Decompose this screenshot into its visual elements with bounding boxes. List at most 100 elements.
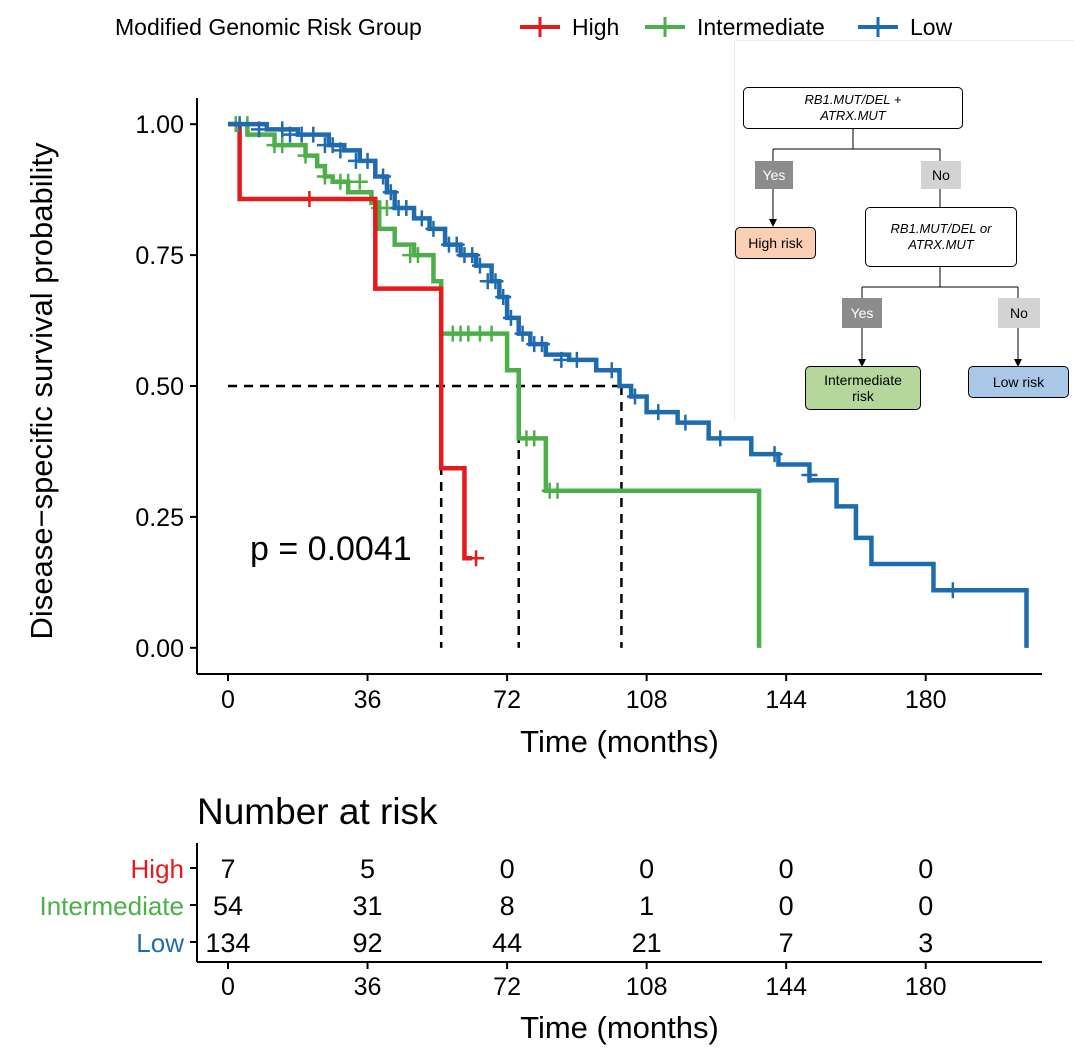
risk-x-tick-label: 36	[354, 973, 382, 1001]
km-curve-high	[228, 121, 473, 561]
y-tick-label: 0.50	[135, 373, 184, 401]
censor-mark-low	[944, 582, 961, 599]
censor-mark-low	[471, 257, 488, 274]
legend-label-low: Low	[910, 14, 953, 40]
risk-count-low: 92	[353, 928, 383, 958]
censor-mark-intermediate	[297, 147, 314, 164]
censor-mark-low	[382, 184, 399, 201]
censor-mark-intermediate	[526, 430, 543, 447]
risk-count-intermediate: 0	[779, 891, 794, 921]
risk-count-low: 134	[205, 928, 250, 958]
censor-mark-low	[801, 467, 818, 484]
y-tick-label: 1.00	[135, 111, 184, 139]
legend-label-high: High	[572, 14, 619, 40]
risk-row-label-low: Low	[136, 928, 184, 958]
censor-mark-low	[251, 121, 268, 138]
censor-mark-low	[332, 142, 349, 159]
y-tick-label: 0.25	[135, 504, 184, 532]
legend-label-intermediate: Intermediate	[697, 14, 825, 40]
censor-mark-low	[553, 351, 570, 368]
tree-yes2-tag: Yes	[842, 298, 882, 328]
censor-mark-low	[677, 414, 694, 431]
risk-count-high: 5	[360, 854, 375, 884]
risk-row-label-intermediate: Intermediate	[39, 891, 184, 921]
censor-mark-low	[650, 404, 667, 421]
risk-count-low: 3	[918, 928, 933, 958]
censor-mark-intermediate	[483, 325, 500, 342]
km-curve-intermediate	[228, 121, 762, 648]
censor-mark-low	[712, 430, 729, 447]
tree-yes-tag: Yes	[755, 161, 793, 189]
risk-x-tick-label: 144	[765, 973, 807, 1001]
tree-root-node: RB1.MUT/DEL + ATRX.MUT	[743, 87, 963, 129]
risk-count-high: 0	[639, 854, 654, 884]
tree-no2-tag: No	[998, 298, 1040, 328]
x-tick-label: 180	[905, 686, 947, 714]
censor-mark-high	[468, 550, 485, 567]
censor-mark-low	[514, 325, 531, 342]
risk-count-intermediate: 54	[213, 891, 243, 921]
tree-intermediate-node: Intermediate risk	[805, 366, 921, 410]
decision-tree: RB1.MUT/DEL + ATRX.MUT Yes No High risk …	[734, 40, 1074, 421]
risk-count-high: 0	[918, 854, 933, 884]
y-axis-title: Disease−specific survival probability	[24, 142, 59, 640]
x-tick-label: 36	[354, 686, 382, 714]
censor-mark-low	[375, 168, 392, 185]
risk-count-high: 7	[220, 854, 235, 884]
censor-mark-intermediate	[351, 173, 368, 190]
censor-mark-low	[359, 152, 376, 169]
x-axis-title: Time (months)	[520, 724, 719, 759]
legend-title: Modified Genomic Risk Group	[115, 14, 422, 40]
risk-x-tick-label: 72	[493, 973, 521, 1001]
risk-row-label-high: High	[131, 854, 184, 884]
censor-mark-low	[766, 446, 783, 463]
y-tick-label: 0.00	[135, 635, 184, 663]
censor-mark-low	[627, 388, 644, 405]
censor-mark-intermediate	[274, 137, 291, 154]
x-tick-label: 0	[221, 686, 235, 714]
risk-count-low: 21	[632, 928, 662, 958]
risk-table-title: Number at risk	[197, 791, 438, 832]
tree-second-node: RB1.MUT/DEL or ATRX.MUT	[865, 207, 1017, 267]
censor-mark-low	[603, 362, 620, 379]
tree-connectors	[769, 129, 1022, 367]
risk-count-intermediate: 0	[918, 891, 933, 921]
censor-mark-high	[301, 191, 318, 208]
tree-low-risk-node: Low risk	[968, 366, 1069, 398]
censor-mark-low	[231, 116, 248, 133]
censor-mark-low	[464, 247, 481, 264]
risk-x-tick-label: 108	[626, 973, 668, 1001]
x-tick-label: 108	[626, 686, 668, 714]
risk-count-low: 44	[492, 928, 522, 958]
censor-mark-low	[305, 126, 322, 143]
risk-count-intermediate: 31	[353, 891, 383, 921]
censor-mark-low	[398, 199, 415, 216]
risk-x-axis-title: Time (months)	[520, 1010, 719, 1045]
censor-mark-low	[487, 273, 504, 290]
censor-mark-low	[502, 309, 519, 326]
p-value-annotation: p = 0.0041	[250, 530, 412, 568]
x-tick-label: 72	[493, 686, 521, 714]
censor-mark-low	[413, 210, 430, 227]
censor-mark-intermediate	[316, 168, 333, 185]
tree-high-risk-node: High risk	[735, 227, 816, 259]
risk-count-low: 7	[779, 928, 794, 958]
x-tick-label: 144	[765, 686, 807, 714]
risk-x-tick-label: 180	[905, 973, 947, 1001]
risk-x-tick-label: 0	[221, 973, 235, 1001]
censor-mark-low	[568, 351, 585, 368]
risk-count-high: 0	[500, 854, 515, 884]
km-curve-low	[228, 121, 1029, 648]
censor-mark-intermediate	[409, 247, 426, 264]
censor-mark-low	[448, 236, 465, 253]
tree-no-tag: No	[921, 161, 961, 189]
risk-count-intermediate: 1	[639, 891, 654, 921]
censor-mark-low	[495, 288, 512, 305]
risk-count-high: 0	[779, 854, 794, 884]
censor-mark-intermediate	[549, 482, 566, 499]
censor-mark-low	[425, 220, 442, 237]
risk-count-intermediate: 8	[500, 891, 515, 921]
y-tick-label: 0.75	[135, 242, 184, 270]
